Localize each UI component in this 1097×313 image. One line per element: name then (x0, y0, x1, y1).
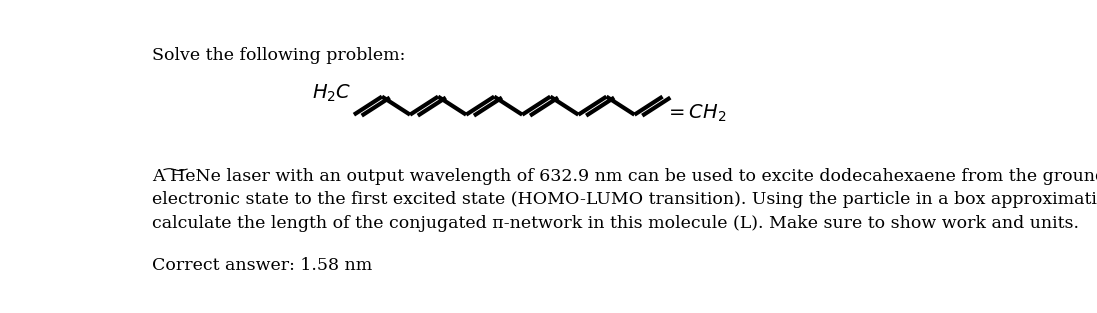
Text: Correct answer: 1.58 nm: Correct answer: 1.58 nm (152, 257, 373, 274)
Text: $\mathit{H_2C}$: $\mathit{H_2C}$ (312, 83, 351, 104)
Text: $\mathit{=CH_2}$: $\mathit{=CH_2}$ (665, 103, 726, 124)
Text: Solve the following problem:: Solve the following problem: (152, 47, 406, 64)
Text: A HeNe laser with an output wavelength of 632.9 nm can be used to excite dodecah: A HeNe laser with an output wavelength o… (152, 168, 1097, 232)
